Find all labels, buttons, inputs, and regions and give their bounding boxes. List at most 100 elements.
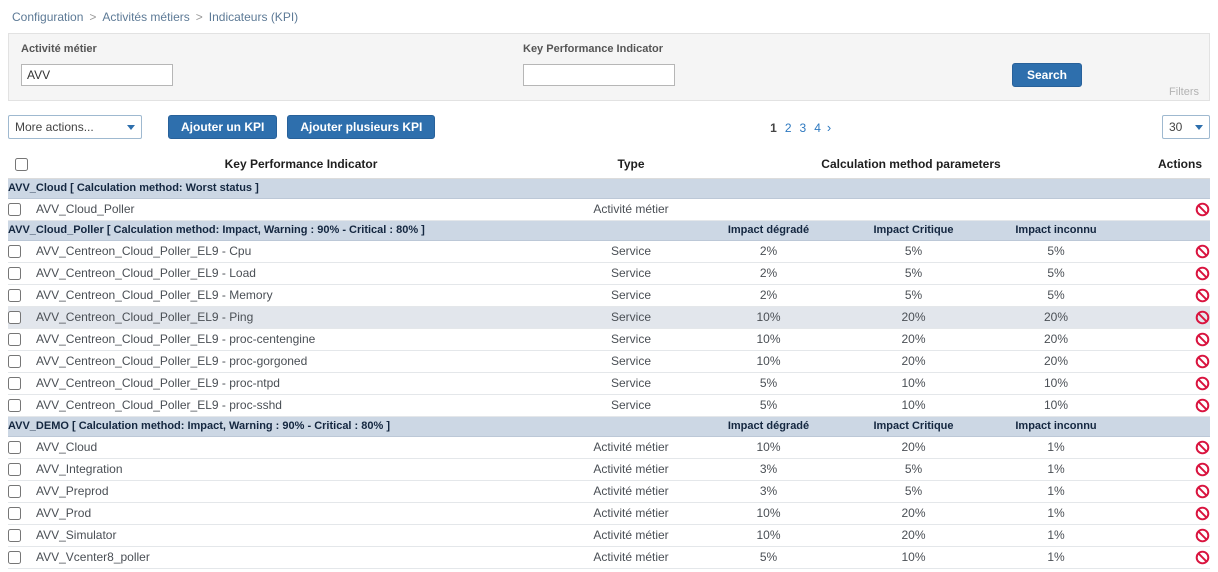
row-checkbox[interactable]	[8, 203, 21, 217]
ban-glyph	[1195, 354, 1210, 368]
param-critical: 20%	[841, 502, 986, 525]
row-checkbox[interactable]	[8, 441, 21, 455]
kpi-table-body: AVV_Cloud [ Calculation method: Worst st…	[8, 178, 1210, 569]
remove-kpi-icon[interactable]	[1195, 506, 1210, 521]
remove-kpi-icon[interactable]	[1195, 398, 1210, 413]
remove-kpi-icon[interactable]	[1195, 310, 1210, 325]
row-checkbox[interactable]	[8, 311, 21, 325]
param-degraded: 10%	[696, 328, 841, 351]
param-unknown: 20%	[986, 306, 1126, 329]
kpi-row: AVV_Centreon_Cloud_Poller_EL9 - proc-ssh…	[8, 394, 1210, 417]
row-actions-cell	[1126, 546, 1210, 569]
row-checkbox[interactable]	[8, 485, 21, 499]
next-page-arrow[interactable]: ›	[826, 119, 832, 135]
page-size-select[interactable]: 30	[1162, 115, 1210, 139]
kpi-type: Service	[566, 262, 696, 285]
group-title: AVV_Cloud [ Calculation method: Worst st…	[8, 178, 696, 199]
param-critical: 10%	[841, 546, 986, 569]
param-unknown: 1%	[986, 480, 1126, 503]
breadcrumb-separator: >	[89, 10, 97, 24]
row-checkbox[interactable]	[8, 399, 21, 413]
remove-kpi-icon[interactable]	[1195, 332, 1210, 347]
actions-column-header: Actions	[1126, 151, 1210, 179]
param-degraded: 2%	[696, 284, 841, 307]
table-header-row: Key Performance Indicator Type Calculati…	[8, 151, 1210, 179]
param-header-degraded: Impact dégradé	[696, 416, 841, 437]
param-unknown: 5%	[986, 284, 1126, 307]
row-actions-cell	[1126, 480, 1210, 503]
row-checkbox-cell	[8, 480, 36, 503]
remove-kpi-icon[interactable]	[1195, 244, 1210, 259]
activity-filter-label: Activité métier	[21, 43, 97, 55]
kpi-group-header-row: AVV_Cloud [ Calculation method: Worst st…	[8, 178, 1210, 199]
param-header-critical: Impact Critique	[841, 416, 986, 437]
row-checkbox-cell	[8, 502, 36, 525]
page-1[interactable]: 1	[770, 120, 777, 135]
row-actions-cell	[1126, 284, 1210, 307]
group-actions-spacer	[1126, 220, 1210, 241]
param-degraded: 10%	[696, 436, 841, 459]
pagination: 1 2 3 4 ›	[435, 120, 1162, 135]
page-3[interactable]: 3	[799, 120, 807, 135]
add-multiple-kpi-button[interactable]: Ajouter plusieurs KPI	[287, 115, 436, 139]
add-kpi-button[interactable]: Ajouter un KPI	[168, 115, 278, 139]
filters-label: Filters	[1169, 86, 1199, 98]
row-checkbox[interactable]	[8, 289, 21, 303]
ban-glyph	[1195, 244, 1210, 258]
kpi-type: Service	[566, 284, 696, 307]
row-checkbox[interactable]	[8, 245, 21, 259]
kpi-type: Activité métier	[566, 480, 696, 503]
row-checkbox[interactable]	[8, 507, 21, 521]
activity-filter-input[interactable]	[21, 64, 173, 86]
row-checkbox[interactable]	[8, 267, 21, 281]
kpi-name: AVV_Simulator	[36, 524, 566, 547]
search-button[interactable]: Search	[1011, 63, 1082, 87]
kpi-filter-input[interactable]	[523, 64, 675, 86]
remove-kpi-icon[interactable]	[1195, 376, 1210, 391]
remove-kpi-icon[interactable]	[1195, 266, 1210, 281]
kpi-filter-field: Key Performance Indicator	[523, 43, 675, 86]
row-checkbox-cell	[8, 284, 36, 307]
param-degraded: 5%	[696, 546, 841, 569]
remove-kpi-icon[interactable]	[1195, 484, 1210, 499]
row-actions-cell	[1126, 328, 1210, 351]
remove-kpi-icon[interactable]	[1195, 440, 1210, 455]
ban-glyph	[1195, 332, 1210, 346]
ban-glyph	[1195, 462, 1210, 476]
more-actions-select[interactable]: More actions...	[8, 115, 142, 139]
kpi-group-header-row: AVV_Cloud_Poller [ Calculation method: I…	[8, 220, 1210, 241]
kpi-type: Activité métier	[566, 502, 696, 525]
page-2[interactable]: 2	[784, 120, 792, 135]
row-checkbox[interactable]	[8, 463, 21, 477]
remove-kpi-icon[interactable]	[1195, 354, 1210, 369]
row-actions-cell	[1126, 502, 1210, 525]
remove-kpi-icon[interactable]	[1195, 288, 1210, 303]
remove-kpi-icon[interactable]	[1195, 462, 1210, 477]
param-unknown: 1%	[986, 546, 1126, 569]
select-all-checkbox[interactable]	[15, 158, 28, 172]
param-degraded: 10%	[696, 306, 841, 329]
remove-kpi-icon[interactable]	[1195, 202, 1210, 217]
ban-glyph	[1195, 440, 1210, 454]
kpi-name: AVV_Cloud	[36, 436, 566, 459]
breadcrumb-indicateurs-kpi[interactable]: Indicateurs (KPI)	[208, 10, 299, 24]
row-checkbox-cell	[8, 262, 36, 285]
toolbar: More actions... Ajouter un KPI Ajouter p…	[8, 115, 1210, 139]
param-header-degraded	[696, 178, 841, 199]
kpi-name: AVV_Centreon_Cloud_Poller_EL9 - Cpu	[36, 240, 566, 263]
ban-glyph	[1195, 550, 1210, 564]
page-4[interactable]: 4	[814, 120, 821, 135]
remove-kpi-icon[interactable]	[1195, 550, 1210, 565]
breadcrumb-activites-metiers[interactable]: Activités métiers	[102, 10, 190, 24]
kpi-row: AVV_Cloud_Poller Activité métier	[8, 198, 1210, 221]
param-unknown: 20%	[986, 350, 1126, 373]
row-checkbox[interactable]	[8, 333, 21, 347]
breadcrumb-configuration[interactable]: Configuration	[12, 10, 84, 24]
row-checkbox[interactable]	[8, 529, 21, 543]
row-checkbox[interactable]	[8, 355, 21, 369]
kpi-type: Activité métier	[566, 436, 696, 459]
row-checkbox[interactable]	[8, 551, 21, 565]
remove-kpi-icon[interactable]	[1195, 528, 1210, 543]
row-checkbox[interactable]	[8, 377, 21, 391]
group-actions-spacer	[1126, 416, 1210, 437]
